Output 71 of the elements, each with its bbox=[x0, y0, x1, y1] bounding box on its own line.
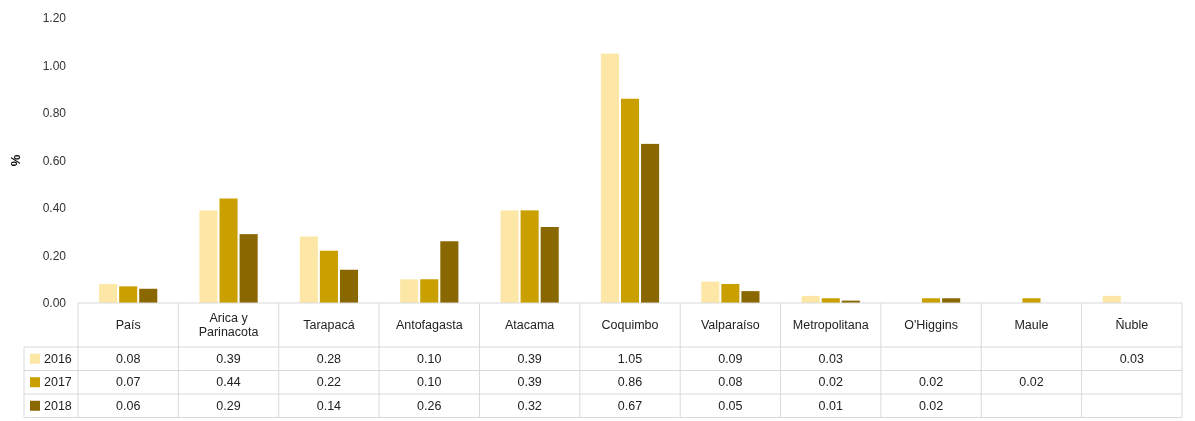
legend-label: 2018 bbox=[44, 398, 72, 413]
bar bbox=[199, 210, 218, 303]
bar bbox=[641, 143, 660, 303]
data-label: 0.39 bbox=[517, 375, 542, 390]
x-tick-label: Ñuble bbox=[1115, 318, 1149, 332]
bar bbox=[299, 236, 318, 303]
bar bbox=[119, 286, 138, 303]
x-tick-label: Valparaíso bbox=[700, 318, 760, 332]
data-label: 0.01 bbox=[818, 398, 843, 413]
x-tick-label: Arica y Parinacota bbox=[198, 311, 259, 339]
data-label: 0.10 bbox=[417, 375, 442, 390]
data-label: 0.02 bbox=[918, 375, 944, 390]
bar bbox=[339, 269, 359, 303]
bar bbox=[420, 279, 439, 303]
data-label: 0.67 bbox=[617, 398, 643, 413]
data-label: 0.32 bbox=[517, 398, 542, 413]
data-label: 0.22 bbox=[316, 375, 342, 390]
data-label: 0.08 bbox=[116, 351, 141, 366]
data-label: 0.03 bbox=[818, 351, 843, 366]
y-tick-label: 0.40 bbox=[42, 201, 67, 215]
data-label: 0.29 bbox=[216, 398, 241, 413]
data-label: 0.08 bbox=[718, 375, 743, 390]
bar bbox=[540, 227, 559, 303]
data-label: 0.02 bbox=[818, 375, 843, 390]
data-label: 0.06 bbox=[116, 398, 141, 413]
data-label: 0.86 bbox=[617, 375, 643, 390]
y-tick-label: 0.60 bbox=[42, 153, 67, 168]
bar bbox=[99, 284, 118, 303]
data-label: 0.39 bbox=[517, 351, 542, 366]
x-tick-label: O'Higgins bbox=[904, 318, 958, 332]
bar bbox=[400, 279, 419, 303]
data-label: 0.09 bbox=[718, 351, 743, 366]
x-tick-label: Maule bbox=[1014, 318, 1049, 332]
data-label: 0.10 bbox=[417, 351, 442, 366]
data-label: 0.03 bbox=[1119, 351, 1145, 366]
bar bbox=[219, 198, 238, 303]
data-label: 0.07 bbox=[116, 375, 141, 390]
bar bbox=[239, 234, 258, 303]
data-label: 0.39 bbox=[216, 351, 241, 366]
y-axis-title: % bbox=[8, 154, 23, 167]
bar bbox=[520, 210, 539, 303]
bar bbox=[741, 291, 760, 303]
x-tick-label: Coquimbo bbox=[601, 318, 659, 332]
x-tick-label: Metropolitana bbox=[792, 318, 869, 332]
bar bbox=[600, 53, 619, 303]
data-label: 0.14 bbox=[316, 398, 342, 413]
y-tick-label: 0.80 bbox=[42, 106, 67, 120]
legend-label: 2017 bbox=[44, 375, 72, 390]
legend-label: 2016 bbox=[44, 351, 72, 366]
y-tick-label: 0.20 bbox=[42, 248, 67, 263]
x-tick-label: Tarapacá bbox=[303, 318, 355, 332]
bar bbox=[721, 284, 740, 303]
y-tick-label: 1.00 bbox=[42, 58, 67, 73]
data-label: 0.28 bbox=[316, 351, 342, 366]
bar bbox=[701, 281, 720, 303]
data-label: 0.05 bbox=[718, 398, 743, 413]
data-label: 0.02 bbox=[1019, 375, 1044, 390]
data-label: 0.02 bbox=[918, 398, 944, 413]
data-label: 0.26 bbox=[417, 398, 442, 413]
y-tick-label: 0.00 bbox=[42, 296, 67, 310]
bar bbox=[500, 210, 519, 303]
bar bbox=[440, 241, 459, 303]
bar bbox=[319, 250, 338, 303]
bar bbox=[620, 98, 640, 303]
x-tick-label: País bbox=[115, 318, 141, 332]
data-label: 1.05 bbox=[617, 351, 643, 366]
bar bbox=[139, 288, 158, 303]
y-tick-label: 1.20 bbox=[42, 11, 67, 25]
data-label: 0.44 bbox=[216, 375, 241, 390]
x-tick-label: Atacama bbox=[504, 318, 555, 332]
x-tick-label: Antofagasta bbox=[395, 318, 463, 332]
